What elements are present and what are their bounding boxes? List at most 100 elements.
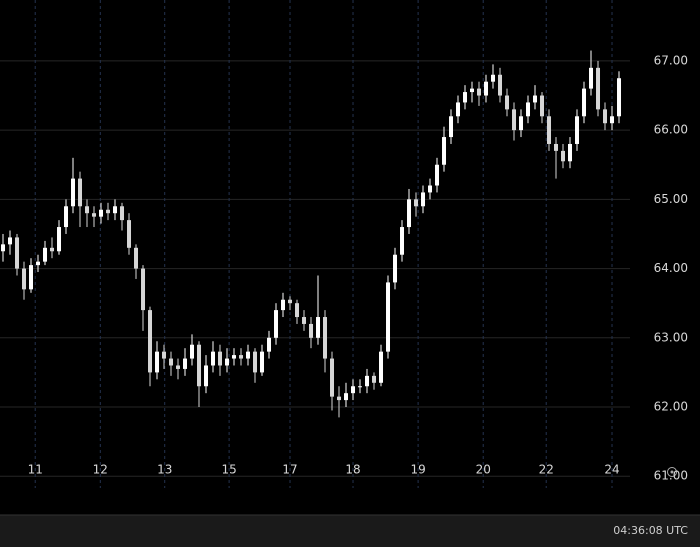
candle-body: [463, 92, 468, 103]
candle-body: [386, 282, 391, 352]
y-tick-label: 62.00: [654, 400, 688, 414]
candle-body: [274, 310, 279, 338]
candle-body: [309, 323, 314, 338]
candle-body: [561, 150, 566, 162]
candle-body: [358, 386, 363, 388]
candle-body: [484, 81, 489, 96]
candle-body: [197, 344, 202, 387]
candle-body: [302, 317, 307, 324]
candle-body: [162, 351, 167, 359]
candle-body: [232, 355, 237, 359]
candle-body: [57, 227, 62, 252]
x-tick-label: 24: [604, 463, 619, 477]
candle-body: [428, 185, 433, 193]
candle-body: [456, 102, 461, 117]
candle-body: [547, 116, 552, 144]
candle-body: [330, 358, 335, 397]
candle-body: [148, 310, 153, 373]
x-tick-label: 15: [221, 463, 236, 477]
candle-body: [421, 192, 426, 207]
candle-body: [169, 358, 174, 366]
candle-body: [127, 220, 132, 248]
candle-body: [281, 299, 286, 311]
candle-body: [246, 351, 251, 359]
candle-body: [204, 365, 209, 387]
candle-body: [295, 303, 300, 318]
x-tick-label: 13: [157, 463, 172, 477]
candle-body: [372, 375, 377, 383]
candle-body: [610, 116, 615, 124]
candle-body: [260, 351, 265, 373]
y-tick-label: 63.00: [654, 330, 688, 344]
x-tick-label: 20: [476, 463, 491, 477]
candle-body: [533, 95, 538, 103]
candle-body: [218, 351, 223, 366]
x-tick-label: 19: [410, 463, 425, 477]
candle-body: [99, 209, 104, 217]
candle-body: [92, 213, 97, 217]
candle-body: [379, 351, 384, 383]
candle-body: [8, 237, 13, 245]
candle-body: [211, 351, 216, 366]
x-tick-label: 22: [539, 463, 554, 477]
candle-body: [141, 268, 146, 311]
candle-body: [365, 375, 370, 387]
y-tick-label: 67.00: [654, 53, 688, 67]
candle-body: [155, 351, 160, 373]
candle-body: [582, 88, 587, 117]
candle-body: [617, 78, 622, 117]
candle-body: [526, 102, 531, 117]
candle-body: [407, 199, 412, 228]
candle-body: [351, 386, 356, 394]
settings-icon[interactable]: [667, 467, 677, 477]
candle-body: [78, 178, 83, 207]
x-tick-label: 11: [28, 463, 43, 477]
y-tick-label: 61.00: [654, 469, 688, 483]
y-tick-label: 66.00: [654, 123, 688, 137]
candle-body: [540, 95, 545, 117]
candle-body: [498, 74, 503, 96]
candle-body: [85, 206, 90, 214]
candle-body: [414, 199, 419, 207]
candle-body: [470, 88, 475, 93]
candle-body: [239, 355, 244, 359]
candle-body: [15, 237, 20, 269]
candle-body: [400, 227, 405, 255]
clock: 04:36:08 UTC: [613, 524, 688, 537]
candle-body: [603, 109, 608, 124]
candle-body: [190, 344, 195, 359]
y-tick-label: 64.00: [654, 261, 688, 275]
candle-body: [568, 143, 573, 162]
candle-body: [22, 268, 27, 290]
candle-body: [512, 109, 517, 131]
candle-body: [43, 247, 48, 262]
candle-body: [1, 244, 6, 252]
candle-body: [344, 393, 349, 401]
candle-body: [36, 261, 41, 266]
candle-body: [337, 396, 342, 401]
candle-body: [225, 358, 230, 366]
candle-body: [106, 209, 111, 214]
candle-body: [442, 137, 447, 165]
candle-body: [267, 337, 272, 352]
candle-body: [120, 206, 125, 221]
candle-body: [393, 254, 398, 283]
candle-body: [253, 351, 258, 373]
candle-body: [449, 116, 454, 138]
candle-body: [113, 206, 118, 214]
settings-icon-dot[interactable]: [670, 470, 674, 474]
candle-body: [477, 88, 482, 96]
candle-body: [71, 178, 76, 207]
candle-body: [29, 265, 34, 290]
status-bar: [0, 515, 700, 547]
candle-body: [596, 67, 601, 110]
candle-body: [288, 299, 293, 304]
y-tick-label: 65.00: [654, 192, 688, 206]
candle-body: [589, 67, 594, 89]
candle-body: [323, 317, 328, 359]
candle-body: [554, 143, 559, 151]
candle-body: [491, 74, 496, 82]
candle-body: [505, 95, 510, 110]
candle-body: [134, 247, 139, 269]
